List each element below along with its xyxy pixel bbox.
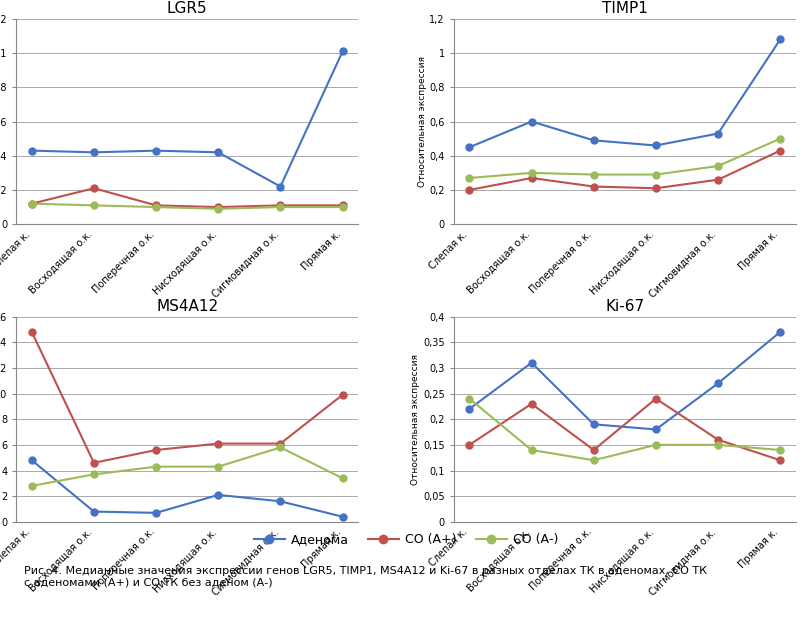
- Text: Рис. 4. Медианные значения экспрессии генов LGR5, TIMP1, MS4A12 и Ki-67 в разных: Рис. 4. Медианные значения экспрессии ге…: [24, 566, 706, 588]
- Title: LGR5: LGR5: [167, 1, 208, 16]
- Title: MS4A12: MS4A12: [156, 299, 218, 314]
- Title: TIMP1: TIMP1: [601, 1, 647, 16]
- Y-axis label: Относительная экспрессия: Относительная экспрессия: [417, 56, 426, 187]
- Title: Ki-67: Ki-67: [604, 299, 644, 314]
- Y-axis label: Относительная экспрессия: Относительная экспрессия: [411, 353, 420, 484]
- Legend: Аденома, СО (А+), СО (А-): Аденома, СО (А+), СО (А-): [248, 528, 563, 551]
